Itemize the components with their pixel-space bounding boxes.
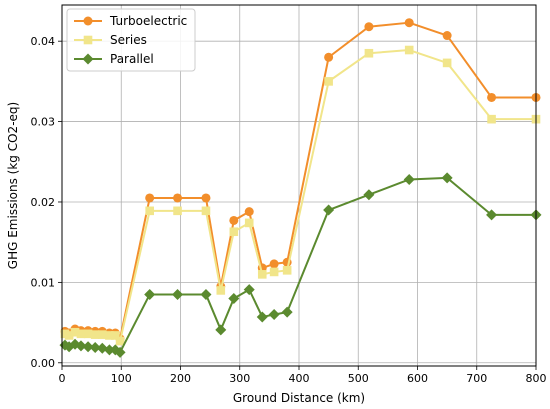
x-tick-label: 0 xyxy=(59,372,66,385)
data-point xyxy=(216,286,226,295)
data-point xyxy=(173,206,182,216)
data-point xyxy=(486,209,498,221)
x-tick-label: 500 xyxy=(348,372,369,385)
data-point xyxy=(282,266,292,275)
data-point xyxy=(269,267,279,277)
data-point xyxy=(76,329,86,339)
data-point xyxy=(269,259,279,269)
legend-marker xyxy=(83,16,93,26)
series-parallel xyxy=(59,172,542,358)
data-point xyxy=(268,309,280,321)
y-tick-label: 0.01 xyxy=(31,276,56,289)
data-point xyxy=(173,193,183,203)
data-point xyxy=(244,207,254,217)
legend-item-turboelectric: Turboelectric xyxy=(74,14,187,28)
data-point xyxy=(244,218,254,228)
data-point xyxy=(243,284,255,296)
data-point xyxy=(215,324,227,336)
y-tick-label: 0.03 xyxy=(31,116,56,129)
legend-marker xyxy=(82,53,94,65)
data-point xyxy=(200,288,212,300)
series-layer xyxy=(59,18,542,358)
data-point xyxy=(172,288,184,300)
data-point xyxy=(442,31,452,41)
legend-label: Parallel xyxy=(110,52,154,66)
x-tick-label: 700 xyxy=(466,372,487,385)
data-point xyxy=(201,206,211,216)
data-point xyxy=(487,92,497,102)
data-point xyxy=(403,173,415,185)
data-point xyxy=(256,311,268,323)
legend-item-series: Series xyxy=(74,33,147,47)
data-point xyxy=(364,48,374,58)
x-tick-label: 800 xyxy=(526,372,547,385)
y-tick-label: 0.00 xyxy=(31,357,56,370)
legend-item-parallel: Parallel xyxy=(74,52,154,66)
data-point xyxy=(82,341,94,353)
data-point xyxy=(404,18,414,28)
data-point xyxy=(70,327,80,337)
legend-label: Series xyxy=(110,33,147,47)
x-tick-label: 300 xyxy=(229,372,250,385)
data-point xyxy=(404,45,414,55)
x-tick-label: 100 xyxy=(111,372,132,385)
legend: Turboelectric Series Parallel xyxy=(66,8,196,72)
legend-label: Turboelectric xyxy=(109,14,187,28)
x-axis-label: Ground Distance (km) xyxy=(233,391,365,405)
data-point xyxy=(144,288,156,300)
series-series xyxy=(60,45,541,346)
data-point xyxy=(103,344,115,356)
data-point xyxy=(96,342,108,354)
data-point xyxy=(111,331,120,340)
data-point xyxy=(114,346,126,358)
x-tick-label: 600 xyxy=(407,372,428,385)
data-point xyxy=(442,58,452,68)
data-point xyxy=(115,336,125,346)
y-tick-label: 0.04 xyxy=(31,35,56,48)
data-point xyxy=(75,340,87,352)
data-point xyxy=(105,331,114,340)
data-point xyxy=(441,172,453,184)
data-point xyxy=(97,330,107,339)
legend-marker xyxy=(83,35,93,45)
data-point xyxy=(89,342,101,354)
y-tick-label: 0.02 xyxy=(31,196,56,209)
legend-box xyxy=(66,8,196,72)
data-point xyxy=(145,206,154,216)
data-point xyxy=(257,270,267,279)
data-point xyxy=(90,330,100,339)
y-axis-label: GHG Emissions (kg CO2-eq) xyxy=(6,102,20,269)
data-point xyxy=(323,204,335,216)
data-point xyxy=(145,193,155,203)
data-point xyxy=(64,331,74,340)
x-tick-label: 400 xyxy=(289,372,310,385)
data-point xyxy=(229,227,239,237)
data-point xyxy=(201,193,211,203)
data-point xyxy=(363,189,375,201)
data-point xyxy=(229,215,239,225)
data-point xyxy=(364,22,374,32)
data-point xyxy=(487,114,496,124)
data-point xyxy=(281,306,293,318)
ticks: 0 100 200 300 400 500 600 700 800 0.00 0.01 0.02 0.0… xyxy=(31,35,547,385)
data-point xyxy=(83,329,93,339)
x-tick-label: 200 xyxy=(170,372,191,385)
data-point xyxy=(324,52,334,62)
data-point xyxy=(228,292,240,304)
data-point xyxy=(324,77,333,86)
